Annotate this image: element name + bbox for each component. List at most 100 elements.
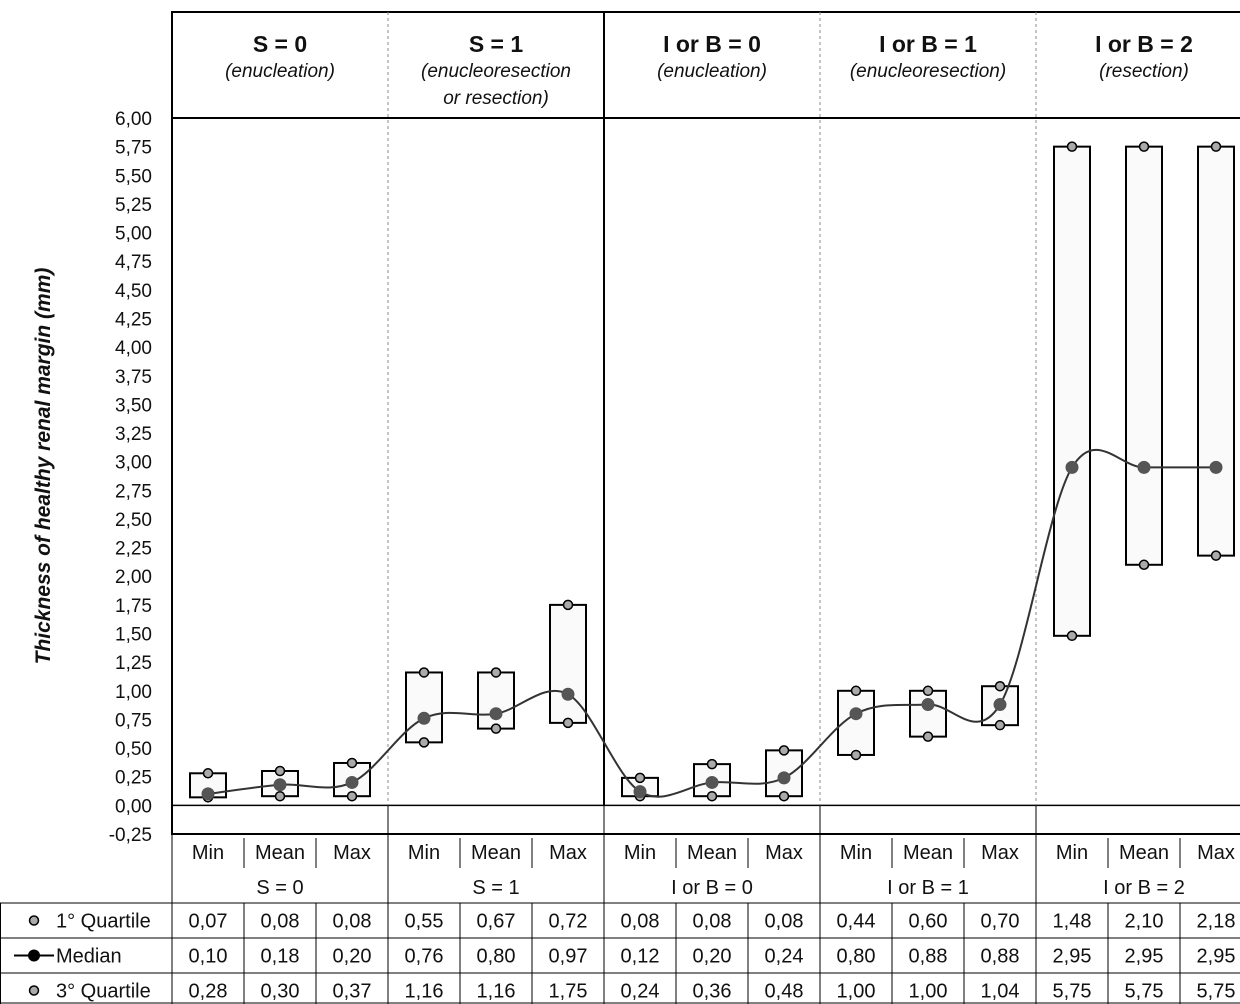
y-tick-label: 2,25	[115, 539, 152, 560]
y-tick-label: 0,75	[115, 710, 152, 731]
table-cell-value: 1,00	[909, 981, 948, 1003]
y-tick-label: 3,00	[115, 453, 152, 474]
group-header-subtitle: (enucleoresection)	[850, 61, 1006, 82]
q1-point	[994, 719, 1006, 731]
category-header: Mean	[471, 842, 521, 864]
table-cell-value: 0,08	[765, 911, 804, 933]
y-tick-label: 1,00	[115, 682, 152, 703]
y-tick-label: 1,50	[115, 625, 152, 646]
table-cell-value: 0,24	[765, 946, 804, 968]
table-cell-value: 0,67	[477, 911, 516, 933]
quartile-box	[1053, 145, 1091, 637]
table-cell-value: 0,44	[837, 911, 876, 933]
q1-point	[1138, 559, 1150, 571]
q1-point	[346, 790, 358, 802]
table-cell-value: 0,24	[621, 981, 660, 1003]
q3-point	[994, 680, 1006, 692]
table-cell-value: 0,12	[621, 946, 660, 968]
table-cell-value: 0,55	[405, 911, 444, 933]
table-cell-value: 1,16	[405, 981, 444, 1003]
group-label: I or B = 1	[887, 877, 969, 899]
category-header: Mean	[903, 842, 953, 864]
y-tick-label: 3,25	[115, 424, 152, 445]
median-point	[561, 687, 575, 701]
table-cell-value: 0,80	[837, 946, 876, 968]
table-cell-value: 2,95	[1053, 946, 1092, 968]
median-point	[1209, 460, 1223, 474]
median-point	[1065, 460, 1079, 474]
legend-label: 1° Quartile	[56, 911, 151, 933]
median-point	[849, 707, 863, 721]
table-cell-value: 0,60	[909, 911, 948, 933]
group-label: I or B = 2	[1103, 877, 1185, 899]
group-header-subtitle: (enucleoresection	[421, 61, 571, 82]
y-tick-label: 0,00	[115, 796, 152, 817]
q1-point	[562, 717, 574, 729]
y-tick-label: 5,75	[115, 138, 152, 159]
y-tick-label: 4,75	[115, 252, 152, 273]
q3-point	[778, 745, 790, 756]
y-tick-label: 0,25	[115, 768, 152, 789]
y-axis-label: Thickness of healthy renal margin (mm)	[32, 268, 55, 665]
y-tick-label: 3,75	[115, 367, 152, 388]
table-cell-value: 0,36	[693, 981, 732, 1003]
table-cell-value: 0,88	[909, 946, 948, 968]
median-point	[417, 711, 431, 725]
group-header-title: I or B = 1	[879, 31, 977, 57]
median-line	[207, 448, 1216, 798]
y-tick-label: 4,50	[115, 281, 152, 302]
table-cell-value: 2,95	[1197, 946, 1236, 968]
table-cell-value: 0,10	[189, 946, 228, 968]
table-cell-value: 0,30	[261, 981, 300, 1003]
table-cell-value: 0,37	[333, 981, 372, 1003]
y-tick-label: 2,00	[115, 567, 152, 588]
quartile-box	[549, 603, 587, 724]
q3-point	[562, 599, 574, 611]
median-point	[489, 707, 503, 721]
table-cell-value: 0,08	[261, 911, 300, 933]
median-point	[345, 775, 359, 789]
table-cell-value: 1,04	[981, 981, 1020, 1003]
category-header: Min	[192, 842, 224, 864]
table-cell-value: 0,80	[477, 946, 516, 968]
q3-point	[706, 758, 718, 770]
q1-point	[706, 790, 718, 802]
table-cell-value: 0,18	[261, 946, 300, 968]
table-cell-value: 1,00	[837, 981, 876, 1003]
table-cell-value: 0,72	[549, 911, 588, 933]
q3-point	[1066, 141, 1078, 152]
group-header-subtitle: (resection)	[1099, 61, 1189, 82]
q3-point	[490, 667, 502, 678]
y-tick-label: 4,00	[115, 338, 152, 359]
q3-point	[850, 685, 862, 697]
group-label: I or B = 0	[671, 877, 753, 899]
y-tick-label: 1,75	[115, 596, 152, 617]
category-header: Min	[624, 842, 656, 864]
table-cell-value: 0,08	[333, 911, 372, 933]
group-header-title: S = 0	[253, 31, 307, 57]
median-point	[921, 698, 935, 712]
median-point	[1137, 460, 1151, 474]
category-header: Max	[549, 842, 587, 864]
q1-point	[490, 723, 502, 734]
q3-point	[1210, 141, 1222, 152]
group-header-title: S = 1	[469, 31, 524, 57]
q3-point	[274, 765, 286, 777]
category-header: Max	[1197, 842, 1235, 864]
group-header-title: I or B = 0	[663, 31, 761, 57]
y-tick-label: 2,50	[115, 510, 152, 531]
quartile-box	[405, 671, 443, 744]
category-header: Mean	[255, 842, 305, 864]
table-cell-value: 0,07	[189, 911, 228, 933]
category-header: Mean	[1119, 842, 1169, 864]
table-cell-value: 0,20	[333, 946, 372, 968]
q3-point	[634, 772, 646, 784]
table-cell-value: 0,97	[549, 946, 588, 968]
median-point	[273, 778, 287, 792]
table-cell-value: 2,10	[1125, 911, 1164, 933]
table-cell-value: 0,28	[189, 981, 228, 1003]
table-cell-value: 5,75	[1197, 981, 1236, 1003]
category-header: Mean	[687, 842, 737, 864]
y-tick-label: 6,00	[115, 109, 152, 130]
y-tick-label: 5,50	[115, 166, 152, 187]
